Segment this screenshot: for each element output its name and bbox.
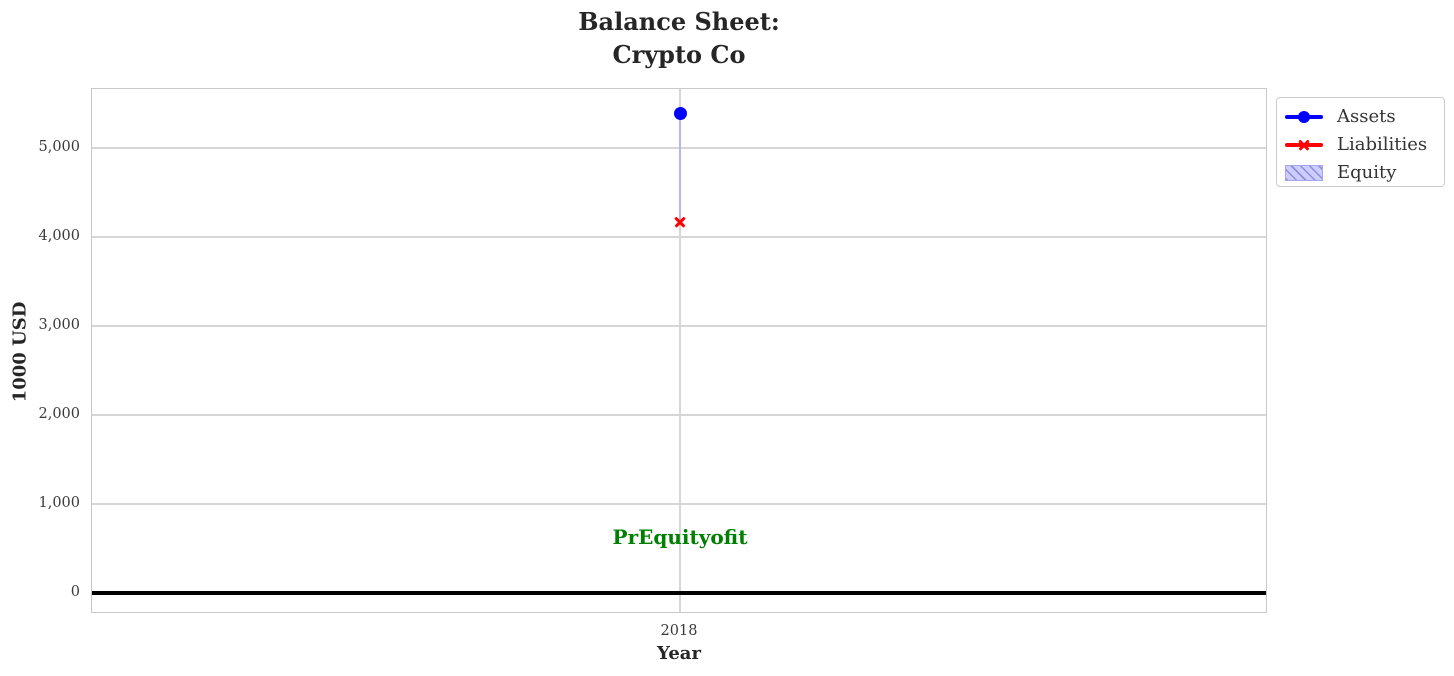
x-axis-title: Year bbox=[657, 643, 701, 664]
y-gridline bbox=[92, 236, 1266, 238]
chart-title: Balance Sheet: Crypto Co bbox=[91, 5, 1267, 71]
y-gridline bbox=[92, 503, 1266, 505]
legend-item-liabilities: Liabilities bbox=[1285, 131, 1436, 159]
y-tick-label: 5,000 bbox=[38, 139, 80, 156]
assets-data-point bbox=[673, 107, 687, 121]
y-gridline bbox=[92, 414, 1266, 416]
y-tick-label: 2,000 bbox=[38, 406, 80, 423]
y-tick-label: 3,000 bbox=[38, 317, 80, 334]
liabilities-line-marker-icon bbox=[1285, 137, 1323, 153]
legend-label-liabilities: Liabilities bbox=[1337, 134, 1428, 155]
assets-line-marker-icon bbox=[1285, 109, 1323, 125]
legend-item-equity: Equity bbox=[1285, 159, 1436, 187]
y-tick-label: 4,000 bbox=[38, 228, 80, 245]
zero-baseline bbox=[92, 591, 1266, 595]
plot-area: PrEquityofit bbox=[91, 88, 1267, 613]
x-tick-label: 2018 bbox=[660, 623, 698, 639]
equity-hatched-patch-icon bbox=[1285, 165, 1323, 181]
liabilities-x-swatch bbox=[1298, 139, 1310, 151]
legend-label-assets: Assets bbox=[1337, 106, 1396, 127]
assets-dot-swatch bbox=[1298, 111, 1310, 123]
y-tick-label: 1,000 bbox=[38, 495, 80, 512]
legend-item-assets: Assets bbox=[1285, 103, 1436, 131]
equity-annotation: PrEquityofit bbox=[612, 525, 748, 550]
legend-label-equity: Equity bbox=[1337, 162, 1397, 183]
equity-patch-swatch bbox=[1285, 165, 1323, 181]
liabilities-data-point bbox=[674, 216, 686, 228]
x-gridline bbox=[679, 89, 681, 612]
chart-title-line-2: Crypto Co bbox=[612, 40, 746, 69]
legend: Assets Liabilities Equity bbox=[1276, 97, 1445, 187]
y-gridline bbox=[92, 325, 1266, 327]
y-tick-label: 0 bbox=[70, 584, 80, 601]
chart-title-line-1: Balance Sheet: bbox=[578, 7, 780, 36]
equity-band bbox=[678, 113, 682, 222]
